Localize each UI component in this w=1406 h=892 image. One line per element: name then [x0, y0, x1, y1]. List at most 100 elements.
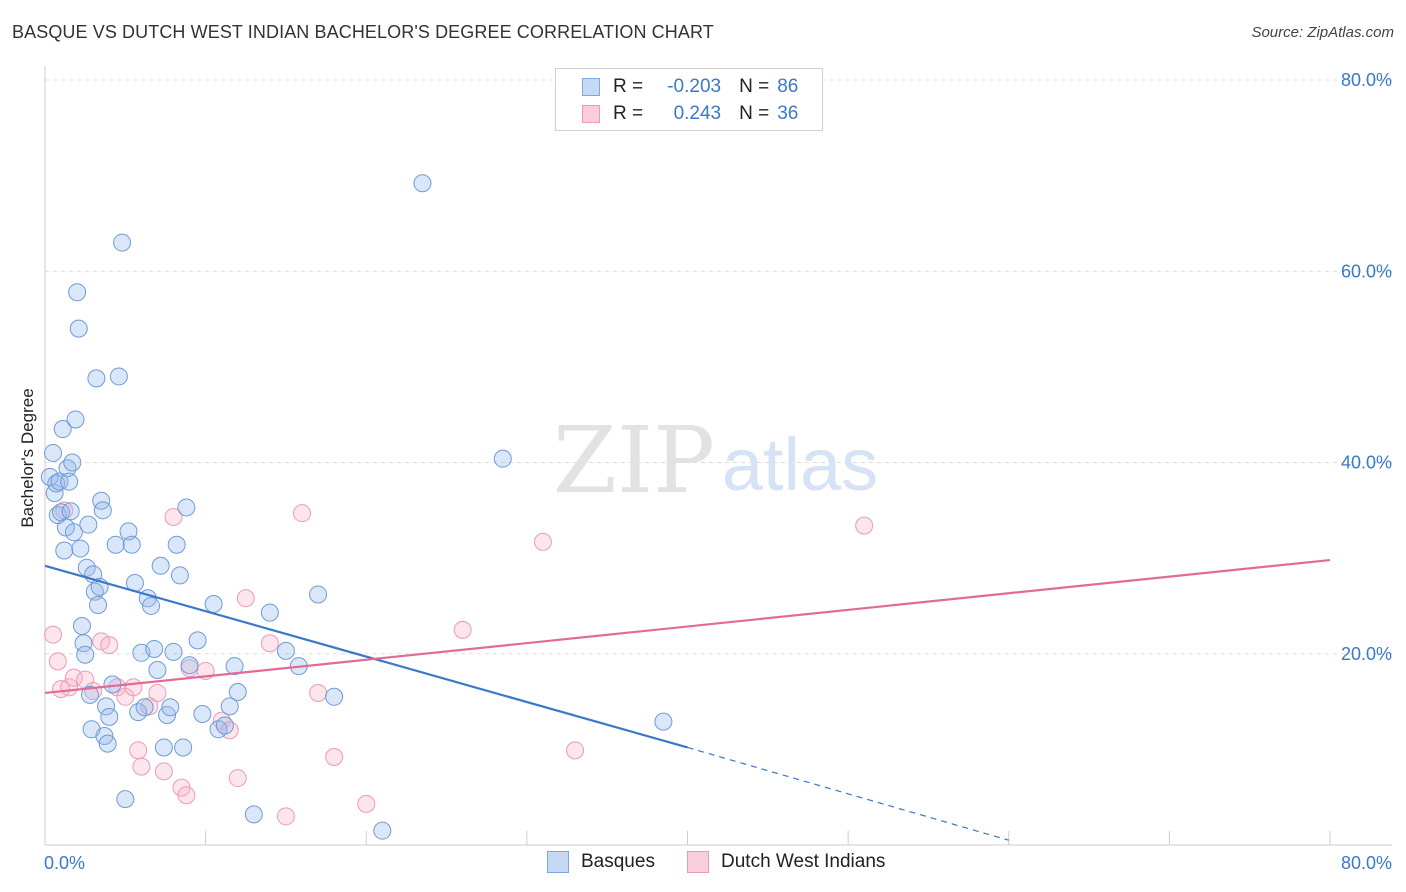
- y-tick-label: 80.0%: [1341, 70, 1392, 90]
- series-legend: Basques Dutch West Indians: [0, 851, 1406, 877]
- data-point-basques: [53, 420, 72, 439]
- data-point-basques: [61, 502, 80, 521]
- data-point-basques: [119, 522, 138, 541]
- data-point-basques: [89, 595, 108, 614]
- legend-n-value: 36: [777, 103, 799, 124]
- y-axis-label: Bachelor's Degree: [18, 388, 37, 528]
- legend-row-basques: R = -0.203 N = 86: [582, 74, 798, 100]
- legend-r-value: -0.203: [667, 76, 722, 97]
- axes: [44, 66, 1392, 846]
- data-point-basques: [325, 687, 344, 706]
- source-label: Source: ZipAtlas.com: [1251, 24, 1394, 41]
- watermark-atlas: atlas: [722, 423, 878, 506]
- data-point-basques: [188, 631, 207, 650]
- y-tick-label: 20.0%: [1341, 644, 1392, 664]
- data-point-basques: [77, 558, 96, 577]
- x-tick-label: 80.0%: [1341, 853, 1392, 873]
- data-point-dutch-west-indians: [100, 636, 119, 655]
- data-point-dutch-west-indians: [325, 748, 344, 767]
- data-point-basques: [161, 698, 180, 717]
- data-point-basques: [79, 515, 98, 534]
- data-point-basques: [135, 698, 154, 717]
- data-point-basques: [58, 459, 77, 478]
- data-point-dutch-west-indians: [855, 516, 874, 535]
- data-point-basques: [154, 738, 173, 757]
- legend-item-dutch-west-indians: Dutch West Indians: [687, 851, 885, 873]
- data-point-dutch-west-indians: [276, 807, 295, 826]
- legend-row-dutch-west-indians: R = 0.243 N = 36: [582, 101, 798, 127]
- trend-line-basques-extension: [687, 746, 1009, 841]
- data-point-dutch-west-indians: [293, 504, 311, 523]
- data-point-basques: [76, 645, 95, 664]
- data-point-dutch-west-indians: [260, 634, 279, 653]
- legend-n-label: N =: [739, 76, 770, 97]
- data-point-basques: [151, 556, 170, 575]
- data-point-basques: [106, 535, 125, 554]
- data-point-basques: [654, 712, 673, 731]
- tick-labels: 20.0% 40.0% 60.0% 80.0% 0.0% 80.0%: [44, 70, 1392, 873]
- data-point-basques: [164, 642, 183, 661]
- data-point-dutch-west-indians: [44, 625, 63, 644]
- data-point-dutch-west-indians: [154, 762, 173, 781]
- legend-swatch-dutch-west-indians: [687, 851, 709, 873]
- watermark: ZIP atlas: [553, 407, 878, 514]
- data-point-basques: [92, 491, 111, 510]
- data-point-basques: [80, 685, 99, 704]
- data-point-basques: [63, 453, 82, 472]
- data-point-dutch-west-indians: [309, 683, 328, 702]
- data-point-basques: [180, 656, 199, 675]
- data-point-dutch-west-indians: [164, 508, 183, 527]
- data-point-basques: [309, 585, 328, 604]
- data-point-basques: [69, 319, 88, 338]
- data-point-basques: [85, 582, 104, 601]
- data-point-basques: [493, 449, 512, 468]
- data-point-basques: [100, 707, 119, 726]
- data-point-dutch-west-indians: [228, 769, 247, 788]
- data-point-basques: [40, 467, 59, 486]
- data-point-basques: [244, 805, 263, 824]
- data-point-basques: [45, 484, 64, 503]
- data-point-basques: [44, 443, 63, 462]
- data-point-basques: [204, 595, 223, 614]
- data-point-basques: [373, 821, 392, 840]
- x-tick-label: 0.0%: [44, 853, 85, 873]
- data-point-dutch-west-indians: [566, 741, 585, 760]
- data-point-basques: [225, 657, 244, 676]
- legend-r-value: 0.243: [673, 103, 722, 124]
- data-point-basques: [64, 523, 83, 542]
- data-point-basques: [60, 472, 79, 491]
- legend-swatch-basques: [547, 851, 569, 873]
- data-point-basques: [116, 790, 135, 809]
- data-point-basques: [109, 367, 128, 386]
- series-dutch-west-indians: [44, 501, 874, 826]
- data-point-dutch-west-indians: [236, 589, 255, 608]
- data-point-dutch-west-indians: [48, 652, 67, 671]
- data-point-basques: [170, 566, 189, 585]
- data-point-basques: [122, 535, 141, 554]
- correlation-legend: R = -0.203 N = 86 R = 0.243 N = 36: [555, 68, 823, 131]
- data-point-basques: [55, 541, 74, 560]
- data-point-basques: [413, 174, 432, 193]
- data-point-dutch-west-indians: [148, 683, 167, 702]
- data-point-basques: [97, 697, 116, 716]
- grid-lines: [45, 79, 1392, 655]
- data-point-basques: [93, 501, 112, 520]
- legend-n-value: 86: [777, 76, 799, 97]
- data-point-basques: [145, 639, 164, 658]
- data-point-basques: [50, 472, 69, 491]
- trend-line-dutch-west-indians: [44, 558, 1331, 695]
- data-point-basques: [174, 738, 193, 757]
- data-point-dutch-west-indians: [453, 620, 472, 639]
- legend-swatch-basques: [582, 78, 600, 96]
- data-point-basques: [177, 498, 196, 517]
- data-point-basques: [220, 697, 239, 716]
- data-point-dutch-west-indians: [177, 786, 196, 805]
- data-point-basques: [87, 369, 106, 388]
- y-tick-label: 40.0%: [1341, 453, 1392, 473]
- data-point-basques: [113, 233, 132, 252]
- data-point-basques: [148, 661, 167, 680]
- data-point-dutch-west-indians: [533, 532, 552, 551]
- watermark-zip: ZIP: [553, 407, 715, 514]
- data-point-dutch-west-indians: [129, 741, 148, 760]
